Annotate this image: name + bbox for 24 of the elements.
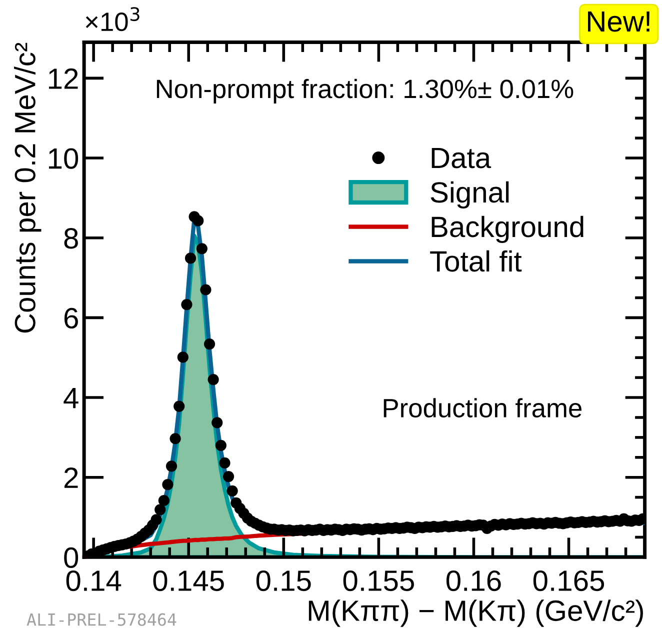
text: ALI-PREL-578464 [26, 613, 176, 626]
legend-label: Data [432, 148, 492, 168]
x-tick-label: 0.155 [343, 570, 414, 592]
y-tick-label: 2 [64, 468, 78, 488]
x-tick-label: 0.145 [153, 570, 224, 592]
y-tick-label: 4 [64, 388, 78, 408]
x-tick-label: 0.16 [446, 570, 501, 592]
x-tick-label: 0.165 [533, 570, 604, 592]
annotation: Production frame [384, 398, 582, 418]
annotation: Non-prompt fraction: 1.30%± 0.01% [156, 78, 574, 104]
y-tick-label: 12 [49, 68, 78, 89]
legend-label: Total fit [430, 250, 522, 272]
y-tick-label: 10 [49, 148, 78, 169]
y-tick-label: 0 [64, 547, 78, 568]
text: ×10$^{3}$ [86, 7, 140, 32]
text: New! [588, 11, 650, 32]
y-tick-label: 8 [64, 228, 78, 249]
y-axis-title: Counts per 0.2 MeV/c² [14, 42, 42, 333]
legend-label: Background [432, 216, 584, 244]
y-tick-label: 6 [64, 308, 78, 329]
x-axis-title: M(Kππ) − M(Kπ) (GeV/c²) [308, 600, 643, 627]
x-tick-label: 0.15 [256, 570, 311, 592]
legend-label: Signal [430, 181, 509, 209]
x-tick-label: 0.14 [66, 570, 122, 592]
